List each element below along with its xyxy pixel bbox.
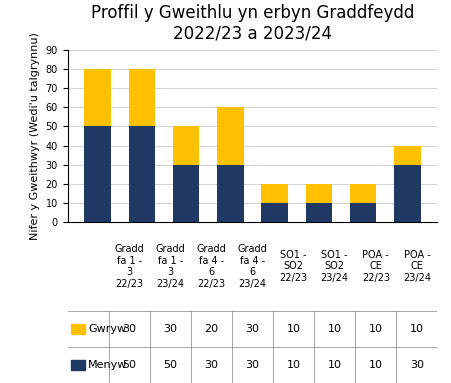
Title: Proffil y Gweithlu yn erbyn Graddfeydd
2022/23 a 2023/24: Proffil y Gweithlu yn erbyn Graddfeydd 2… [91,4,414,43]
Bar [350,184,377,203]
Bar [306,203,332,222]
Bar [71,324,85,334]
Bar [71,360,85,370]
Bar [262,184,288,203]
Bar [217,107,244,165]
Bar [129,69,155,126]
Y-axis label: Nifer y Gweithwyr (Wedi'u talgrynnu): Nifer y Gweithwyr (Wedi'u talgrynnu) [30,32,40,240]
Text: 30: 30 [163,324,177,334]
Text: 10: 10 [369,360,383,370]
Bar [394,146,421,165]
Bar [84,69,111,126]
Text: 10: 10 [287,324,301,334]
Text: 50: 50 [122,360,136,370]
Text: Gradd
fa 1 -
3
22/23: Gradd fa 1 - 3 22/23 [115,244,144,289]
Text: 10: 10 [410,324,424,334]
Bar [129,126,155,222]
Text: 30: 30 [122,324,136,334]
Text: Menyw: Menyw [88,360,128,370]
Bar [262,203,288,222]
Text: SO1 -
SO2
23/24: SO1 - SO2 23/24 [321,250,349,283]
Text: 30: 30 [245,360,260,370]
Text: Gradd
fa 4 -
6
23/24: Gradd fa 4 - 6 23/24 [238,244,267,289]
Text: 30: 30 [204,360,218,370]
Bar [306,184,332,203]
Text: 10: 10 [328,324,342,334]
Bar [173,126,199,165]
Text: 20: 20 [204,324,219,334]
Text: Gradd
fa 4 -
6
22/23: Gradd fa 4 - 6 22/23 [197,244,226,289]
Text: POA -
CE
23/24: POA - CE 23/24 [403,250,431,283]
Text: Gwryw: Gwryw [88,324,126,334]
Text: 10: 10 [287,360,301,370]
Text: 30: 30 [410,360,424,370]
Text: 10: 10 [328,360,342,370]
Bar [84,126,111,222]
Bar [173,165,199,222]
Text: 30: 30 [245,324,260,334]
Text: SO1 -
SO2
22/23: SO1 - SO2 22/23 [280,250,308,283]
Text: 50: 50 [163,360,177,370]
Bar [350,203,377,222]
Bar [394,165,421,222]
Text: 10: 10 [369,324,383,334]
Text: Gradd
fa 1 -
3
23/24: Gradd fa 1 - 3 23/24 [156,244,185,289]
Bar [217,165,244,222]
Text: POA -
CE
22/23: POA - CE 22/23 [362,250,390,283]
